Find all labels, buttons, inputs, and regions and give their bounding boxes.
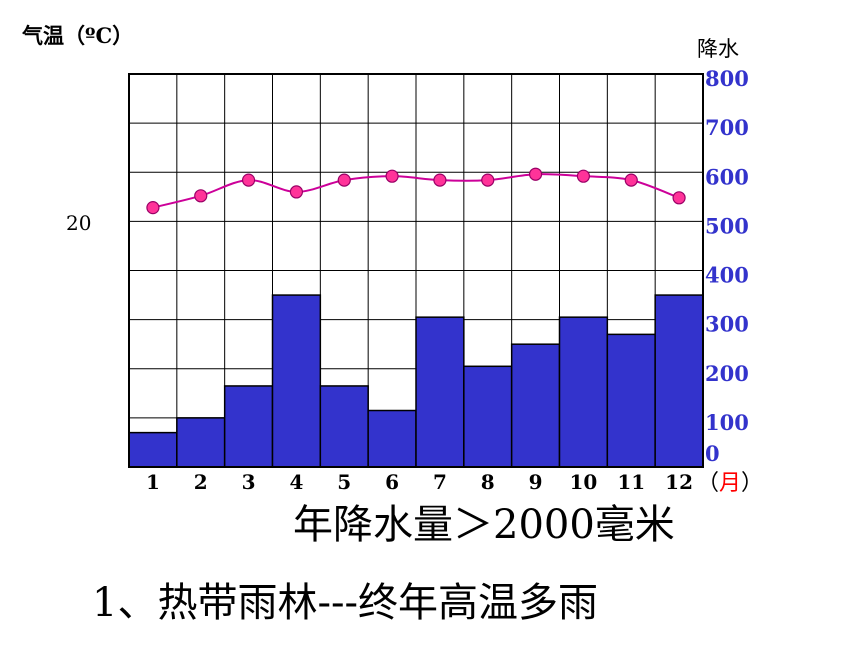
temperature-markers — [146, 167, 686, 215]
month-tick-labels: 1 2 3 4 5 6 7 8 9 10 11 12 — [146, 470, 693, 494]
month-tick-1: 1 — [146, 470, 160, 494]
precip-bar-10 — [558, 316, 609, 468]
precip-tick-400: 400 — [705, 263, 749, 288]
precip-tick-100: 100 — [705, 410, 749, 435]
slide-subtitle: 1、热带雨林---终年高温多雨 — [92, 580, 598, 626]
plot-frame — [128, 73, 704, 468]
temp-point-9 — [528, 167, 543, 181]
month-tick-11: 11 — [617, 470, 645, 494]
annual-precip-caption: 年降水量＞2000毫米 — [293, 502, 675, 548]
temp-point-7 — [433, 173, 447, 187]
precip-tick-0: 0 — [705, 441, 720, 466]
month-tick-2: 2 — [194, 470, 208, 494]
precip-bar-9 — [510, 343, 561, 468]
month-unit-label: （月） — [697, 471, 764, 496]
precip-bar-8 — [463, 365, 513, 468]
precipitation-axis-title: 降水 — [697, 37, 739, 61]
precip-tick-600: 600 — [705, 164, 749, 189]
month-tick-4: 4 — [289, 470, 303, 494]
precip-bar-11 — [606, 333, 656, 468]
month-tick-9: 9 — [529, 470, 543, 494]
temp-point-5 — [337, 173, 351, 187]
precip-tick-200: 200 — [705, 361, 749, 386]
precip-tick-800: 800 — [705, 66, 749, 91]
precip-tick-labels: 0 100 200 300 400 500 600 700 800 — [705, 66, 749, 466]
temp-point-4 — [289, 185, 304, 199]
precip-bar-12 — [654, 294, 704, 468]
precip-bar-3 — [223, 385, 274, 468]
temperature-axis-title: 气温（ºC） — [22, 23, 134, 48]
precip-bar-2 — [176, 417, 226, 468]
precip-bar-1 — [128, 431, 178, 468]
precip-bar-4 — [271, 294, 322, 468]
precip-bar-6 — [367, 409, 417, 468]
temp-point-3 — [241, 173, 256, 187]
temp-point-8 — [481, 173, 495, 187]
temp-point-10 — [576, 169, 591, 183]
precip-bar-7 — [415, 316, 465, 468]
month-tick-5: 5 — [337, 470, 351, 494]
temp-point-11 — [624, 173, 638, 187]
precip-tick-700: 700 — [705, 115, 749, 140]
temperature-tick-label: 20 — [66, 211, 92, 235]
month-tick-7: 7 — [433, 470, 447, 494]
precip-bar-5 — [319, 385, 369, 468]
month-tick-6: 6 — [385, 470, 399, 494]
temp-point-12 — [672, 191, 686, 205]
month-unit-text: 月 — [719, 471, 742, 496]
month-tick-8: 8 — [481, 470, 495, 494]
precip-tick-300: 300 — [705, 312, 749, 337]
temp-point-6 — [385, 169, 399, 183]
temp-point-2 — [194, 189, 208, 203]
month-tick-10: 10 — [569, 470, 597, 494]
precip-tick-500: 500 — [705, 213, 749, 238]
precipitation-bars — [128, 294, 704, 468]
month-tick-3: 3 — [242, 470, 256, 494]
month-tick-12: 12 — [665, 470, 693, 494]
temp-point-1 — [146, 201, 160, 215]
